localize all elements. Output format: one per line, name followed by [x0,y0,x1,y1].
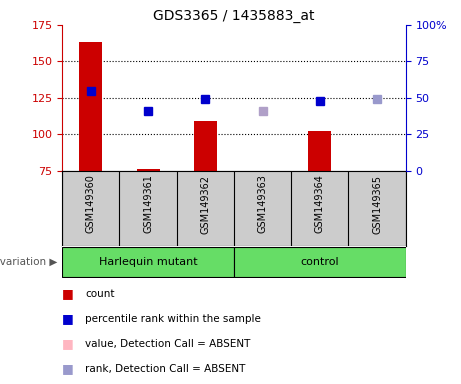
Bar [308,131,331,171]
FancyBboxPatch shape [62,247,234,277]
Text: GSM149364: GSM149364 [315,175,325,233]
Text: GSM149362: GSM149362 [201,175,210,233]
Text: percentile rank within the sample: percentile rank within the sample [85,314,261,324]
Text: GSM149360: GSM149360 [86,175,96,233]
Text: rank, Detection Call = ABSENT: rank, Detection Call = ABSENT [85,364,246,374]
Text: control: control [301,257,339,267]
Text: ■: ■ [62,312,74,325]
Title: GDS3365 / 1435883_at: GDS3365 / 1435883_at [153,8,315,23]
Text: value, Detection Call = ABSENT: value, Detection Call = ABSENT [85,339,251,349]
Bar [136,169,160,171]
FancyBboxPatch shape [234,247,406,277]
Text: GSM149363: GSM149363 [258,175,267,233]
Text: ■: ■ [62,287,74,300]
Text: ■: ■ [62,362,74,375]
Bar [194,121,217,171]
Text: Harlequin mutant: Harlequin mutant [99,257,197,267]
Bar [79,43,102,171]
Text: genotype/variation ▶: genotype/variation ▶ [0,257,58,267]
Text: ■: ■ [62,337,74,350]
Text: count: count [85,289,115,299]
Text: GSM149365: GSM149365 [372,175,382,233]
Text: GSM149361: GSM149361 [143,175,153,233]
